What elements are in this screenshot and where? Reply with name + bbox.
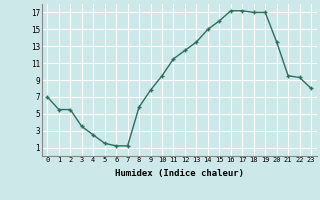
X-axis label: Humidex (Indice chaleur): Humidex (Indice chaleur) (115, 169, 244, 178)
